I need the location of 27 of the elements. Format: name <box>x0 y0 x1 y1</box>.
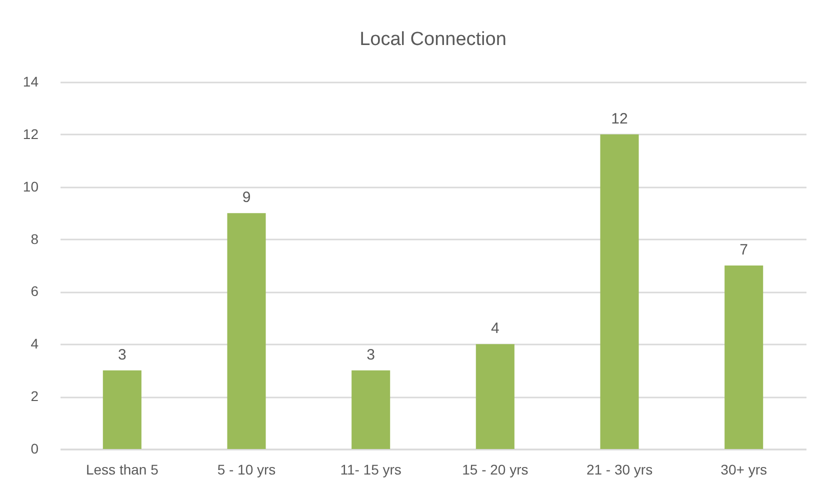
y-tick-label: 0 <box>30 440 39 456</box>
bar <box>724 266 764 449</box>
y-tick-label: 8 <box>30 230 39 247</box>
y-tick-label: 4 <box>30 336 39 352</box>
x-tick-label: 11- 15 yrs <box>340 462 402 478</box>
y-tick-label: 6 <box>30 283 39 300</box>
bar <box>352 370 390 449</box>
y-tick-label: 10 <box>22 178 39 194</box>
bar <box>600 134 639 449</box>
data-label: 9 <box>242 189 251 206</box>
data-label: 3 <box>366 346 376 364</box>
y-tick-label: 12 <box>22 126 39 142</box>
data-label: 3 <box>118 346 126 364</box>
x-tick-label: 5 - 10 yrs <box>217 462 276 478</box>
bar <box>102 370 142 449</box>
bar <box>476 344 514 449</box>
data-label: 12 <box>611 110 628 128</box>
x-tick-label: 30+ yrs <box>720 462 767 478</box>
y-tick-label: 14 <box>22 74 39 90</box>
data-label: 4 <box>490 320 500 338</box>
chart-title: Local Connection <box>360 29 506 50</box>
data-label: 7 <box>740 242 748 258</box>
bar <box>227 213 266 449</box>
x-tick-label: Less than 5 <box>86 462 159 478</box>
x-tick-label: 15 - 20 yrs <box>462 462 528 478</box>
x-tick-label: 21 - 30 yrs <box>586 462 653 478</box>
y-tick-label: 2 <box>30 388 39 404</box>
